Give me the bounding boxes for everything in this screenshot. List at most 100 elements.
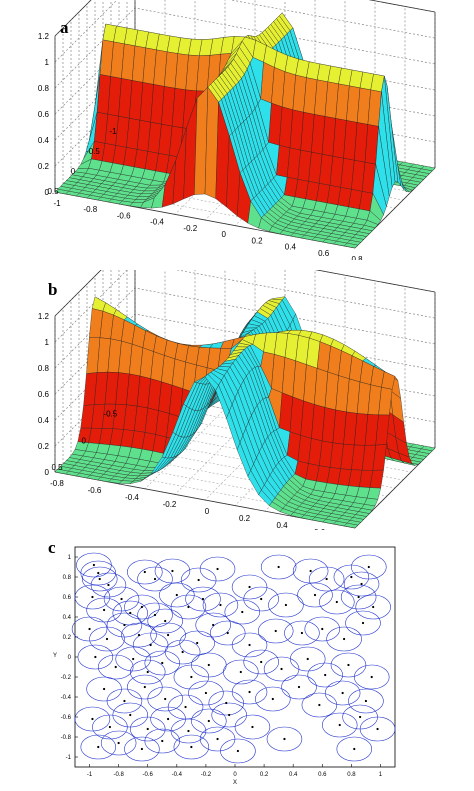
sensor-point bbox=[324, 673, 327, 677]
y-tick-label: -0.8 bbox=[61, 735, 72, 741]
sensor-point bbox=[225, 701, 228, 705]
x-tick-label: -0.2 bbox=[201, 772, 212, 778]
coverage-circle bbox=[340, 584, 377, 610]
coverage-circle bbox=[319, 589, 355, 615]
coverage-circle bbox=[180, 567, 217, 593]
coverage-circle bbox=[307, 662, 343, 688]
floor-grid-line bbox=[86, 439, 388, 497]
coverage-circle bbox=[308, 566, 345, 592]
sensor-point bbox=[102, 608, 106, 612]
sensor-point bbox=[98, 577, 101, 581]
bottom-axis-tick-label: -0.8 bbox=[50, 479, 64, 488]
coverage-circle bbox=[173, 734, 210, 760]
sensor-point bbox=[207, 663, 210, 667]
sensor-point bbox=[284, 603, 288, 607]
sensor-point bbox=[143, 685, 146, 689]
sensor-point bbox=[248, 585, 251, 589]
bottom-axis-tick-label: -0.6 bbox=[117, 211, 131, 220]
sensor-point bbox=[241, 610, 244, 614]
sensor-point bbox=[190, 675, 193, 679]
sensor-point bbox=[361, 621, 365, 625]
sensor-point bbox=[107, 583, 110, 587]
bottom-axis-tick-label: 0.4 bbox=[276, 521, 288, 530]
bottom-axis-tick-label: 0.4 bbox=[285, 243, 297, 252]
coverage-circle bbox=[106, 688, 143, 714]
sensor-point bbox=[201, 597, 205, 601]
sensor-point bbox=[92, 563, 96, 567]
coverage-circle bbox=[297, 582, 333, 608]
sensor-point bbox=[120, 597, 123, 601]
sensor-point bbox=[146, 670, 149, 674]
scatter-plot-c: c -1 -0.8 -0.6 -0.4 -0.2 0 0.2 0.4 0.6 0.8 1 1 0.8 0.… bbox=[0, 535, 474, 786]
sensor-point bbox=[88, 627, 91, 631]
x-tick-label: 0.8 bbox=[347, 772, 356, 778]
bottom-axis-tick-label: -0.8 bbox=[83, 205, 97, 214]
bottom-axis-tick-label: -0.6 bbox=[88, 486, 102, 495]
coverage-circle bbox=[330, 652, 367, 678]
coverage-circle bbox=[179, 630, 215, 656]
x-tick-label: -0.4 bbox=[172, 772, 183, 778]
sensor-point bbox=[370, 675, 373, 679]
y-tick-label: -1 bbox=[66, 755, 72, 761]
sensor-point bbox=[164, 697, 167, 701]
sensor-point bbox=[123, 623, 126, 627]
z-tick-label: 0.8 bbox=[38, 84, 50, 93]
sensor-point bbox=[187, 729, 190, 733]
coverage-circle bbox=[231, 632, 268, 658]
sensor-point bbox=[280, 667, 283, 671]
coverage-circle bbox=[97, 654, 134, 680]
coverage-circle bbox=[223, 659, 259, 685]
sensor-point bbox=[236, 749, 240, 753]
y-tick-label: -0.6 bbox=[61, 715, 72, 721]
bottom-axis-tick-label: -0.2 bbox=[163, 500, 177, 509]
sensor-point bbox=[318, 703, 321, 707]
sensor-point bbox=[207, 719, 210, 723]
coverage-circle bbox=[348, 688, 384, 714]
left-axis-tick-label: 0 bbox=[71, 167, 76, 176]
sensor-point bbox=[219, 603, 222, 607]
z-tick-label: 0.6 bbox=[38, 110, 50, 119]
coverage-circle bbox=[343, 571, 380, 597]
y-tick-label: 0 bbox=[68, 655, 72, 661]
panel-letter-b: b bbox=[48, 280, 58, 299]
sensor-point bbox=[260, 597, 263, 601]
sensor-point bbox=[338, 723, 341, 727]
coverage-circle bbox=[266, 726, 303, 752]
coverage-circle bbox=[147, 608, 183, 634]
sensor-point bbox=[360, 582, 363, 586]
sensor-point bbox=[367, 565, 370, 569]
sensor-point bbox=[97, 745, 100, 749]
sensor-point bbox=[274, 629, 277, 633]
sensor-point bbox=[97, 571, 100, 575]
coverage-circle bbox=[80, 734, 117, 760]
axis-box-edge bbox=[54, 0, 92, 37]
y-axis-label: Y bbox=[53, 653, 57, 659]
surface-mesh bbox=[54, 12, 436, 249]
sensor-point bbox=[300, 631, 304, 635]
plot-frame bbox=[74, 546, 396, 768]
coverage-circle bbox=[243, 586, 279, 612]
coverage-circle bbox=[170, 594, 207, 620]
x-tick-label: -0.6 bbox=[143, 772, 154, 778]
coverage-circle bbox=[74, 584, 111, 610]
coverage-circle bbox=[80, 560, 117, 586]
x-tick-label: 1 bbox=[379, 772, 383, 778]
sensor-point bbox=[146, 727, 149, 731]
coverage-circle bbox=[257, 618, 294, 644]
bottom-axis-tick-label: 0.2 bbox=[239, 514, 251, 523]
sensor-points bbox=[88, 563, 379, 753]
sensor-point bbox=[153, 613, 157, 617]
sensor-point bbox=[171, 569, 174, 573]
sensor-point bbox=[277, 565, 280, 569]
x-tick-label: 0.2 bbox=[260, 772, 269, 778]
sensor-point bbox=[248, 643, 251, 647]
sensor-point bbox=[342, 637, 346, 641]
left-axis-tick-label: 0.5 bbox=[47, 187, 59, 196]
coverage-circle bbox=[195, 612, 231, 638]
sensor-point bbox=[161, 739, 164, 743]
left-axis-tick-label: -1 bbox=[109, 127, 117, 136]
sensor-point bbox=[153, 577, 157, 581]
coverage-circle bbox=[324, 680, 361, 706]
y-tick-label: 0.6 bbox=[63, 595, 72, 601]
z-tick-label: 1.2 bbox=[38, 32, 50, 41]
